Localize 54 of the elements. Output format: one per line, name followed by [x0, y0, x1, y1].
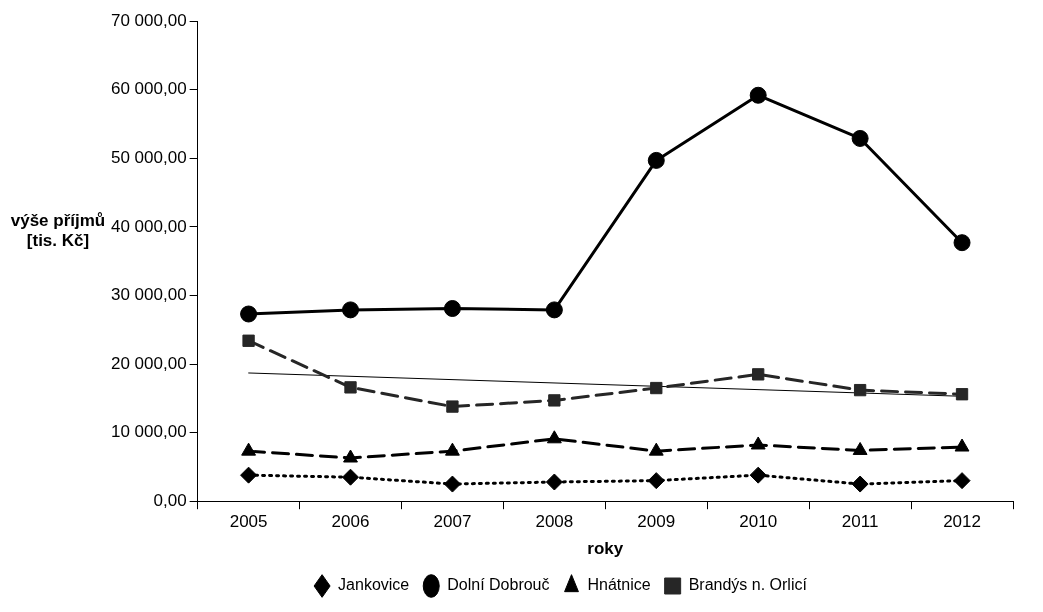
y-tick-label: 60 000,00: [110, 79, 187, 99]
point: [443, 300, 461, 318]
point: [242, 334, 255, 347]
point: [545, 473, 563, 491]
x-tick-label: 2008: [535, 512, 574, 532]
point: [851, 129, 869, 147]
x-tick-label: 2010: [739, 512, 778, 532]
x-tick-label: 2007: [433, 512, 472, 532]
x-tick-label: 2006: [331, 512, 370, 532]
point: [241, 442, 257, 456]
point: [853, 383, 867, 397]
point: [647, 151, 665, 169]
y-tick-label: 40 000,00: [110, 216, 187, 236]
point: [749, 466, 767, 484]
point: [749, 86, 767, 104]
x-axis-title: roky: [587, 539, 624, 559]
point: [647, 472, 665, 490]
y-axis-title: výše příjmů [tis. Kč]: [9, 211, 107, 251]
point: [953, 472, 971, 490]
legend-label: Jankovice: [338, 576, 410, 594]
legend-label: Brandýs n. Orlicí: [688, 576, 808, 594]
y-tick-label: 70 000,00: [110, 10, 187, 30]
point: [343, 449, 358, 463]
point: [240, 305, 258, 323]
point: [851, 475, 869, 493]
point: [852, 441, 868, 455]
point: [443, 475, 461, 493]
point: [545, 301, 563, 319]
y-tick-label: 0,00: [153, 490, 187, 510]
legend-label: Hnátnice: [587, 576, 651, 594]
point: [546, 430, 562, 444]
x-tick-label: 2011: [841, 512, 879, 532]
point: [342, 468, 360, 486]
point: [240, 466, 258, 484]
x-tick-label: 2012: [943, 512, 981, 532]
point: [650, 381, 663, 395]
x-tick-label: 2009: [637, 512, 676, 532]
point: [445, 442, 460, 456]
y-tick-label: 10 000,00: [110, 422, 187, 442]
point: [752, 368, 765, 381]
point: [953, 234, 971, 252]
point: [446, 400, 459, 413]
y-tick-label: 30 000,00: [110, 285, 187, 305]
point: [750, 436, 766, 450]
point: [548, 394, 561, 407]
point: [648, 442, 664, 456]
point: [344, 381, 357, 394]
y-tick-label: 20 000,00: [110, 353, 187, 373]
legend-label: Dolní Dobrouč: [447, 576, 550, 594]
x-tick-label: 2005: [229, 512, 268, 532]
point: [342, 301, 360, 319]
point: [954, 438, 970, 452]
point: [955, 388, 969, 401]
y-tick-label: 50 000,00: [110, 148, 187, 168]
